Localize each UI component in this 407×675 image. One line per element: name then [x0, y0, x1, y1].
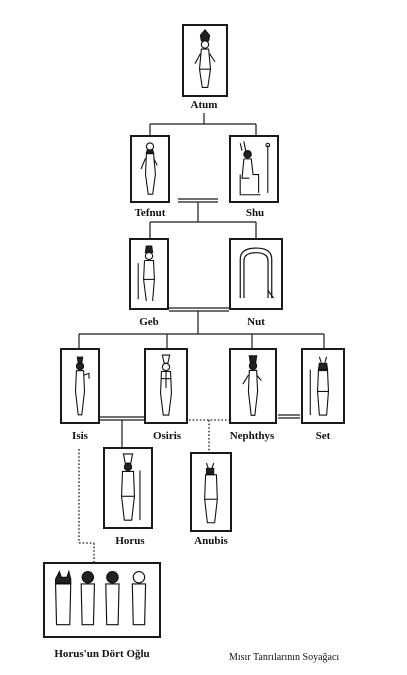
- isis-figure-box: [60, 348, 100, 424]
- nephthys-figure-box: [229, 348, 277, 424]
- four-sons-figure-box: [43, 562, 161, 638]
- osiris-label: Osiris: [152, 430, 182, 442]
- set-figure-icon: [309, 356, 330, 416]
- nephthys-label: Nephthys: [229, 430, 275, 442]
- shu-label: Shu: [245, 207, 265, 219]
- atum-label: Atum: [190, 99, 218, 111]
- horus-figure-icon: [121, 453, 141, 521]
- anubis-figure-icon: [204, 462, 218, 524]
- isis-label: Isis: [72, 430, 88, 442]
- horus-figure-box: [103, 447, 153, 529]
- tefnut-label: Tefnut: [134, 207, 166, 219]
- four-sons-label: Horus'un Dört Oğlu: [54, 648, 150, 660]
- atum-figure-icon: [194, 29, 216, 88]
- anubis-label: Anubis: [194, 535, 228, 547]
- atum-figure-box: [182, 24, 228, 97]
- four-sons-figure-icon: [54, 569, 147, 626]
- diagram-caption: Mısır Tanrılarının Soyağacı: [229, 652, 340, 663]
- tefnut-figure-icon: [140, 142, 158, 195]
- geb-figure-icon: [137, 245, 155, 302]
- osiris-figure-icon: [159, 354, 173, 416]
- anubis-figure-box: [190, 452, 232, 532]
- isis-figure-icon: [74, 356, 90, 416]
- horus-label: Horus: [115, 535, 145, 547]
- nephthys-figure-icon: [242, 355, 262, 416]
- set-figure-box: [301, 348, 345, 424]
- geb-figure-box: [129, 238, 169, 310]
- tefnut-figure-box: [130, 135, 170, 203]
- geb-label: Geb: [139, 316, 159, 328]
- nut-figure-icon: [239, 247, 275, 299]
- set-label: Set: [315, 430, 331, 442]
- shu-figure-box: [229, 135, 279, 203]
- nut-label: Nut: [247, 316, 265, 328]
- shu-figure-icon: [239, 141, 271, 196]
- nut-figure-box: [229, 238, 283, 310]
- osiris-figure-box: [144, 348, 188, 424]
